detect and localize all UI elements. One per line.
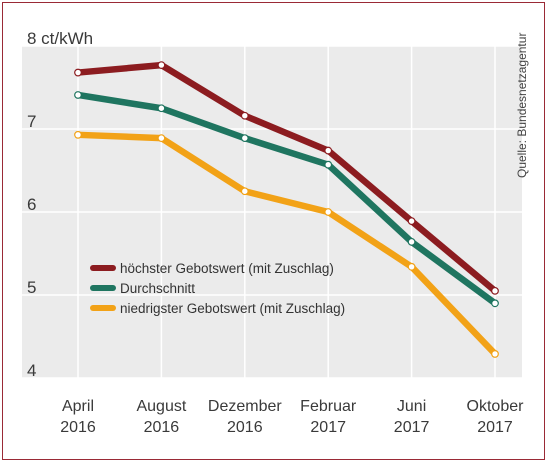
x-tick-label: 2016 <box>227 419 263 436</box>
legend-label: niedrigster Gebotswert (mit Zuschlag) <box>120 301 345 316</box>
y-tick-label: 8 ct/kWh <box>27 29 93 48</box>
data-point <box>240 187 249 196</box>
data-point <box>157 134 166 143</box>
data-point <box>324 160 333 169</box>
x-tick-label: Juni <box>397 398 426 415</box>
data-point <box>74 68 82 77</box>
data-point <box>324 208 333 216</box>
data-point <box>74 130 82 139</box>
series-line-0 <box>74 61 499 295</box>
data-point <box>240 111 249 120</box>
data-point <box>157 104 166 113</box>
x-tick-label: August <box>136 398 186 415</box>
data-point <box>491 350 499 358</box>
x-tick-label: 2016 <box>60 419 96 436</box>
legend-label: höchster Gebotswert (mit Zuschlag) <box>120 261 334 276</box>
y-tick-label: 5 <box>27 278 36 297</box>
x-axis-ticks: April 2016 August 2016 Dezember 2016 Februar 20… <box>60 398 524 436</box>
x-tick-label: 2016 <box>144 419 180 436</box>
source-label: Quelle: Bundesnetzagentur <box>515 33 529 178</box>
y-tick-label: 6 <box>27 195 36 214</box>
series-lines <box>74 61 499 358</box>
x-tick-label: 2017 <box>310 419 346 436</box>
data-point <box>407 237 416 246</box>
data-point <box>240 134 249 143</box>
legend: höchster Gebotswert (mit Zuschlag) Durchs… <box>90 261 345 316</box>
x-tick-label: Februar <box>300 398 357 415</box>
y-axis-ticks: 4 5 6 7 8 ct/kWh <box>27 29 93 380</box>
y-tick-label: 7 <box>27 112 36 131</box>
data-point <box>157 61 166 69</box>
x-tick-label: 2017 <box>394 419 430 436</box>
x-tick-label: April <box>62 398 94 415</box>
x-tick-label: Oktober <box>467 398 525 415</box>
x-tick-label: Dezember <box>208 398 282 415</box>
data-point <box>407 217 416 226</box>
data-point <box>407 262 416 271</box>
data-point <box>491 299 499 308</box>
x-tick-label: 2017 <box>477 419 513 436</box>
series-points <box>74 61 499 358</box>
series-line-1 <box>74 91 499 307</box>
gridlines <box>22 45 522 379</box>
data-point <box>74 91 82 99</box>
legend-label: Durchschnitt <box>120 281 195 296</box>
data-point <box>491 286 499 295</box>
data-point <box>324 146 333 155</box>
y-tick-label: 4 <box>27 361 36 380</box>
series-line-2 <box>74 131 499 358</box>
